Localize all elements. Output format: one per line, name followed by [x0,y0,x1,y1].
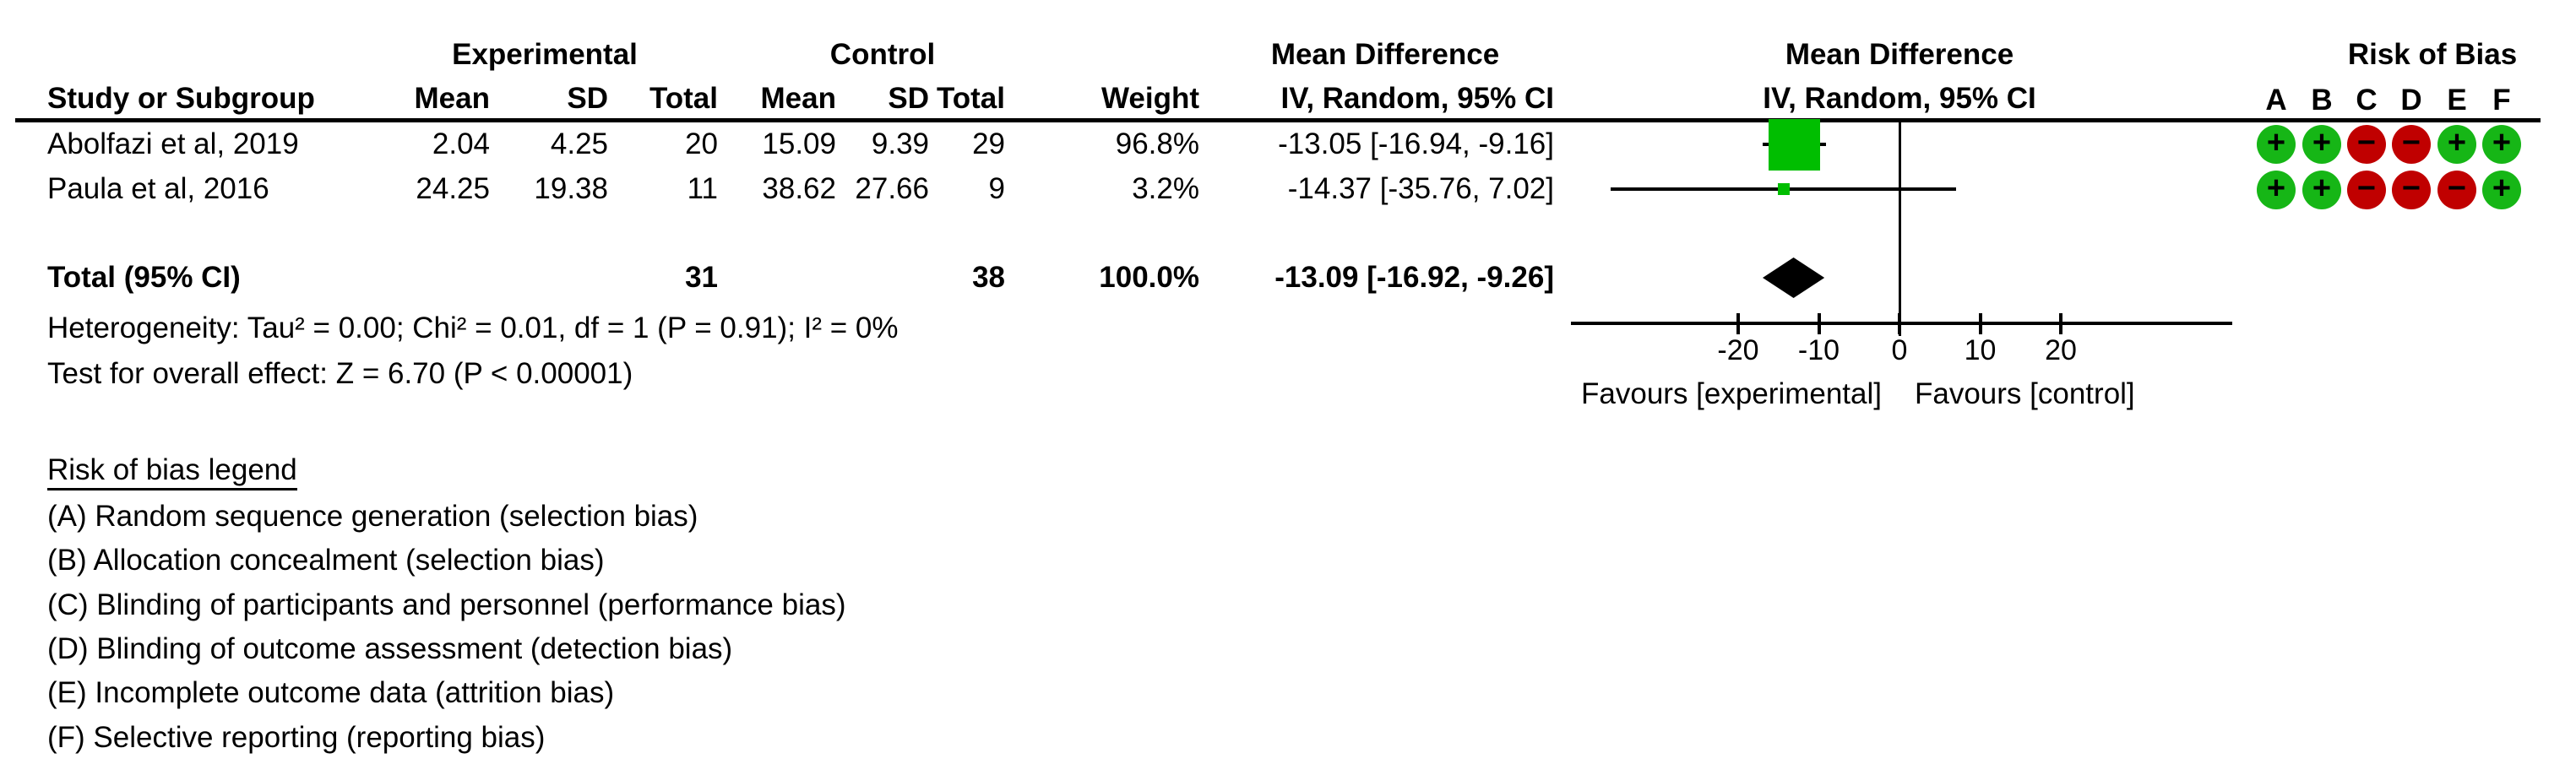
rob-circle-low-risk: + [2482,171,2521,209]
total-weight: 100.0% [1099,261,1199,294]
rob-circle-high-risk: − [2347,171,2386,209]
ctl-total-value: 9 [988,172,1005,205]
x-axis-tick-label: -20 [1717,334,1759,366]
rob-circle-high-risk: − [2437,171,2476,209]
group-header-risk-of-bias: Risk of Bias [2347,38,2518,71]
col-header-exp-sd: SD [567,82,608,115]
group-header-experimental: Experimental [452,38,638,71]
col-header-exp-mean: Mean [414,82,490,115]
ctl-total-value: 29 [972,127,1005,160]
col-header-ctl-total: Total [936,82,1005,115]
rob-legend-item-a: (A) Random sequence generation (selectio… [47,500,698,533]
rob-col-letter: B [2311,84,2333,117]
x-axis-tick [1978,313,1982,334]
col-header-exp-total: Total [649,82,718,115]
rob-circle-high-risk: − [2392,125,2431,164]
rob-circle-low-risk: + [2437,125,2476,164]
heterogeneity-text: Heterogeneity: Tau² = 0.00; Chi² = 0.01,… [47,312,899,344]
total-exp-total: 31 [685,261,718,294]
group-header-mean-difference-plot: Mean Difference [1785,38,2014,71]
rob-legend-title: Risk of bias legend [47,453,297,490]
total-ci-text: -13.09 [-16.92, -9.26] [1274,261,1554,294]
rob-circle-high-risk: − [2347,125,2386,164]
x-axis-tick [1736,313,1740,334]
ctl-sd-value: 27.66 [855,172,929,205]
exp-sd-value: 4.25 [550,127,608,160]
ctl-mean-value: 38.62 [762,172,836,205]
x-axis-tick-label: 10 [1964,334,1997,366]
group-header-mean-difference-text: Mean Difference [1270,38,1500,71]
rob-circle-low-risk: + [2302,125,2341,164]
ctl-mean-value: 15.09 [762,127,836,160]
rob-col-letter: F [2492,84,2511,117]
rob-circle-low-risk: + [2257,171,2296,209]
total-ctl-total: 38 [972,261,1005,294]
rob-legend-item-b: (B) Allocation concealment (selection bi… [47,544,605,577]
exp-sd-value: 19.38 [534,172,608,205]
x-axis-tick-label: 0 [1891,334,1908,366]
overall-effect-text: Test for overall effect: Z = 6.70 (P < 0… [47,357,633,390]
study-name: Abolfazi et al, 2019 [47,127,299,160]
exp-total-value: 11 [687,172,718,205]
x-axis-tick-label: 20 [2045,334,2077,366]
rob-circle-high-risk: − [2392,171,2431,209]
group-header-control: Control [829,38,936,71]
rob-legend-item-f: (F) Selective reporting (reporting bias) [47,721,546,754]
rob-circle-low-risk: + [2482,125,2521,164]
x-axis-tick [1817,313,1821,334]
effect-square [1768,118,1820,171]
exp-mean-value: 24.25 [416,172,490,205]
total-diamond [1763,257,1825,298]
rob-col-letter: E [2447,84,2467,117]
x-axis-line [1571,322,2232,325]
exp-mean-value: 2.04 [432,127,490,160]
x-axis-tick [1898,313,1901,334]
rob-legend-item-c: (C) Blinding of participants and personn… [47,588,846,621]
rob-circle-low-risk: + [2257,125,2296,164]
ci-text-value: -13.05 [-16.94, -9.16] [1278,127,1554,160]
col-header-iv-text: IV, Random, 95% CI [1280,82,1554,115]
ci-text-value: -14.37 [-35.76, 7.02] [1287,172,1554,205]
col-header-ctl-mean: Mean [760,82,836,115]
favours-control-label: Favours [control] [1915,377,2135,410]
rob-col-letter: D [2400,84,2422,117]
ctl-sd-value: 9.39 [871,127,929,160]
rob-legend-item-d: (D) Blinding of outcome assessment (dete… [47,632,733,665]
rob-col-letter: C [2356,84,2378,117]
x-axis-tick [2059,313,2062,334]
rob-col-letter: A [2265,84,2287,117]
col-header-study: Study or Subgroup [47,82,315,115]
weight-value: 3.2% [1132,172,1199,205]
zero-effect-line [1898,120,1901,336]
rob-circle-low-risk: + [2302,171,2341,209]
weight-value: 96.8% [1115,127,1199,160]
x-axis-tick-label: -10 [1797,334,1840,366]
col-header-ctl-sd: SD [888,82,929,115]
favours-experimental-label: Favours [experimental] [1581,377,1882,410]
rob-legend-title-text: Risk of bias legend [47,453,297,490]
exp-total-value: 20 [685,127,718,160]
effect-square [1777,183,1790,195]
col-header-weight: Weight [1101,82,1199,115]
table-header-rule [15,118,2541,122]
total-row-label: Total (95% CI) [47,261,241,294]
col-header-iv-plot: IV, Random, 95% CI [1763,82,2036,115]
study-name: Paula et al, 2016 [47,172,269,205]
rob-legend-item-e: (E) Incomplete outcome data (attrition b… [47,676,615,709]
